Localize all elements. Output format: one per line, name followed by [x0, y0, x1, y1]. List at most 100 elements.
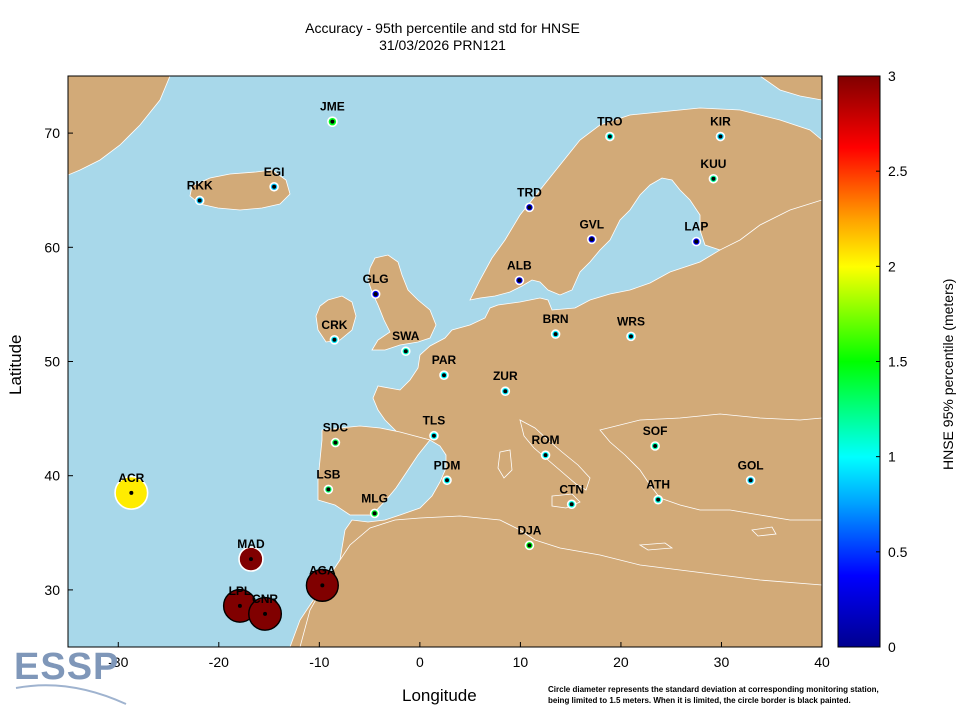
- station-label-mlg: MLG: [361, 491, 388, 505]
- x-axis-label: Longitude: [402, 686, 477, 705]
- station-label-alb: ALB: [507, 258, 532, 272]
- station-label-ath: ATH: [646, 478, 670, 492]
- x-tick-label: 40: [814, 654, 830, 670]
- y-axis-ticks: 30 40 50 60 70: [44, 125, 73, 598]
- station-label-jme: JME: [320, 100, 345, 114]
- station-dot-zur: [503, 389, 508, 394]
- y-axis-label: Latitude: [6, 334, 25, 396]
- station-dot-dja: [527, 543, 532, 548]
- station-dot-cnr: [263, 611, 268, 616]
- essp-logo: ESSP: [14, 646, 120, 688]
- station-label-brn: BRN: [543, 312, 569, 326]
- land-iceland: [189, 169, 291, 211]
- land-svalbard-edge: [759, 76, 822, 101]
- station-label-swa: SWA: [392, 329, 420, 343]
- land-cyprus: [751, 526, 777, 537]
- station-dot-trd: [527, 205, 532, 210]
- x-axis-ticks: -30 -20 -10 0 10 20 30 40: [108, 642, 830, 670]
- x-tick-label: -30: [108, 654, 128, 670]
- station-label-sof: SOF: [643, 424, 668, 438]
- x-tick-label: 30: [714, 654, 730, 670]
- land-sardinia: [497, 449, 513, 479]
- land-north-africa: [299, 515, 822, 647]
- x-tick-label: 0: [416, 654, 424, 670]
- station-dot-swa: [403, 349, 408, 354]
- station-dot-egi: [272, 184, 277, 189]
- land-scandinavia: [469, 107, 822, 301]
- colorbar-tick-label: 2.5: [888, 163, 908, 179]
- station-label-gvl: GVL: [579, 217, 604, 231]
- station-dot-mlg: [372, 511, 377, 516]
- station-dot-tls: [431, 433, 436, 438]
- station-dot-aga: [320, 583, 325, 588]
- station-dot-lpl: [237, 603, 242, 608]
- y-tick-label: 70: [44, 125, 60, 141]
- station-dot-sof: [653, 444, 658, 449]
- colorbar-tick-label: 2: [888, 258, 896, 274]
- station-label-cnr: CNR: [252, 592, 278, 606]
- x-tick-label: -10: [309, 654, 329, 670]
- station-dot-crk: [332, 337, 337, 342]
- land-balkans-anatolia: [599, 413, 822, 521]
- station-label-rkk: RKK: [187, 178, 213, 192]
- station-label-egi: EGI: [264, 165, 285, 179]
- logo-swoosh-icon: [15, 684, 127, 705]
- station-dot-gvl: [589, 237, 594, 242]
- x-tick-label: -20: [209, 654, 229, 670]
- station-label-kir: KIR: [710, 115, 731, 129]
- station-dot-lap: [694, 239, 699, 244]
- station-dot-ctn: [569, 502, 574, 507]
- colorbar: [837, 75, 881, 648]
- colorbar-tick-label: 3: [888, 68, 896, 84]
- station-label-lpl: LPL: [229, 584, 252, 598]
- station-dot-lsb: [326, 487, 331, 492]
- station-dot-mad: [248, 557, 253, 562]
- colorbar-tick-label: 1.5: [888, 354, 908, 370]
- station-label-lsb: LSB: [316, 467, 340, 481]
- land-layer: [68, 76, 822, 647]
- y-tick-label: 40: [44, 468, 60, 484]
- land-greenland: [68, 76, 171, 176]
- station-dot-kir: [718, 134, 723, 139]
- station-dot-brn: [553, 332, 558, 337]
- station-label-rom: ROM: [532, 433, 560, 447]
- station-dot-acr: [129, 490, 134, 495]
- station-dot-rkk: [197, 198, 202, 203]
- station-label-kuu: KUU: [700, 157, 726, 171]
- colorbar-label: HNSE 95% percentile (meters): [940, 278, 956, 470]
- station-dot-ath: [656, 497, 661, 502]
- station-dot-alb: [517, 278, 522, 283]
- station-dot-tro: [607, 134, 612, 139]
- station-dot-glg: [373, 292, 378, 297]
- station-dot-wrs: [628, 334, 633, 339]
- footnote-line-1: Circle diameter represents the standard …: [548, 685, 879, 694]
- y-tick-label: 50: [44, 354, 60, 370]
- station-label-tls: TLS: [423, 414, 446, 428]
- station-dot-pdm: [445, 478, 450, 483]
- station-dot-gol: [748, 478, 753, 483]
- station-label-dja: DJA: [517, 523, 541, 537]
- station-label-glg: GLG: [363, 272, 389, 286]
- y-tick-label: 60: [44, 239, 60, 255]
- land-italy: [519, 419, 591, 491]
- station-label-aga: AGA: [309, 563, 336, 577]
- station-label-wrs: WRS: [617, 314, 645, 328]
- colorbar-ticks: 0 0.5 1 1.5 2 2.5 3: [876, 68, 908, 655]
- station-dot-jme: [330, 119, 335, 124]
- station-label-tro: TRO: [597, 115, 622, 129]
- station-label-mad: MAD: [237, 537, 265, 551]
- station-label-trd: TRD: [517, 185, 542, 199]
- station-label-par: PAR: [432, 353, 457, 367]
- map-subtitle: 31/03/2026 PRN121: [379, 37, 506, 53]
- station-label-acr: ACR: [118, 471, 144, 485]
- station-dot-kuu: [711, 176, 716, 181]
- footnote: Circle diameter represents the standard …: [548, 684, 958, 706]
- x-tick-label: 20: [613, 654, 629, 670]
- footnote-line-2: being limited to 1.5 meters. When it is …: [548, 696, 851, 705]
- station-label-pdm: PDM: [434, 458, 461, 472]
- station-dot-sdc: [333, 440, 338, 445]
- station-label-zur: ZUR: [493, 369, 518, 383]
